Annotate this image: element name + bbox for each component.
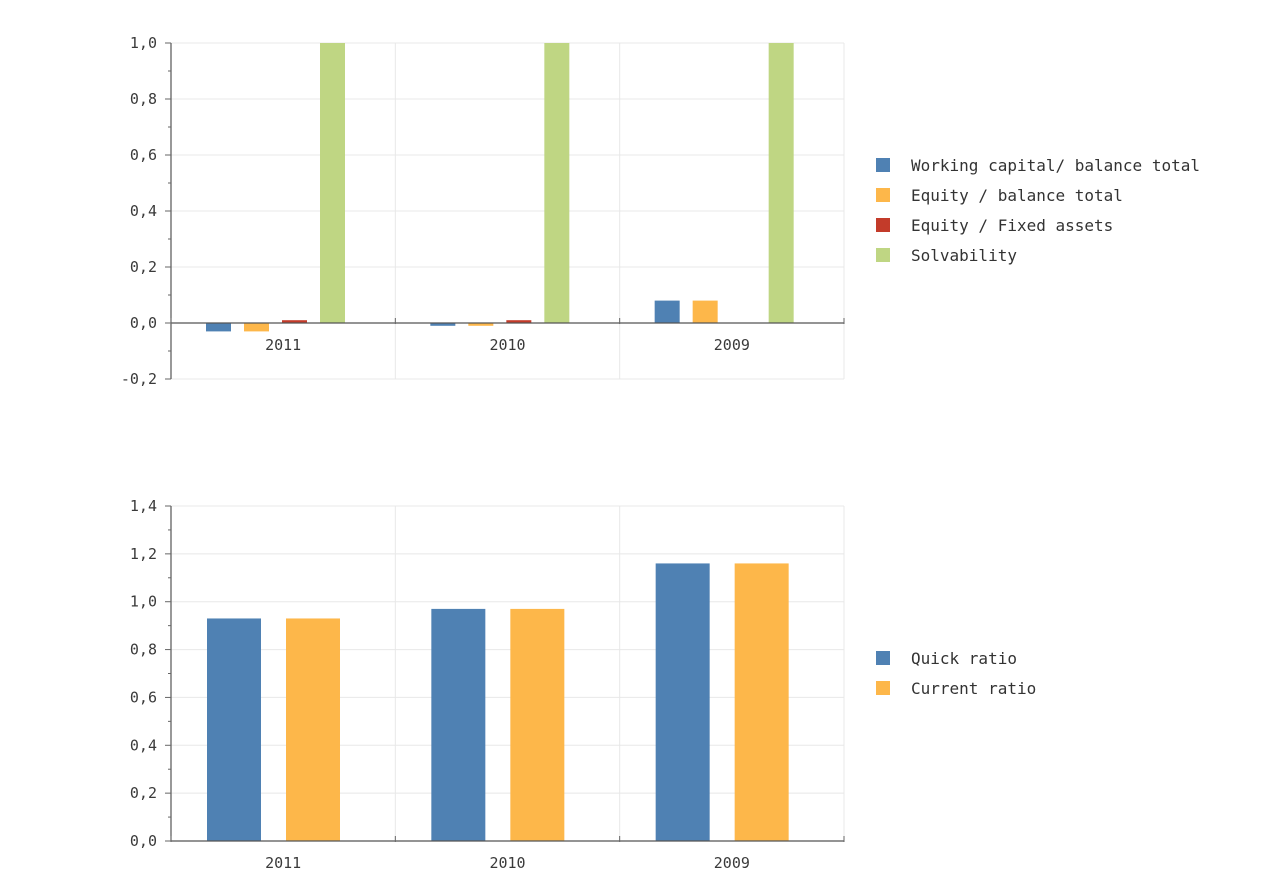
bar-equity-balance-total-2010	[468, 323, 494, 326]
legend-swatch	[876, 651, 890, 665]
legend-label: Equity / Fixed assets	[911, 216, 1113, 235]
bar-equity-balance-total-2009	[692, 300, 718, 323]
legend-label: Working capital/ balance total	[911, 156, 1200, 175]
x-category-label: 2009	[714, 336, 750, 354]
legend-label: Equity / balance total	[911, 186, 1123, 205]
y-tick-label: 0,4	[130, 202, 157, 220]
legend-swatch	[876, 158, 890, 172]
y-tick-label: 0,6	[130, 146, 157, 164]
legend-swatch	[876, 681, 890, 695]
bar-equity-balance-total-2011	[244, 323, 269, 332]
y-tick-label: 0,4	[130, 736, 157, 754]
y-tick-label: 0,8	[130, 90, 157, 108]
bar-quick-ratio-2010	[431, 608, 486, 841]
bar-solvability-2011	[320, 43, 345, 323]
legend-swatch	[876, 188, 890, 202]
y-tick-label: 0,0	[130, 832, 157, 850]
bar-current-ratio-2009	[734, 563, 789, 841]
y-tick-label: 1,0	[130, 34, 157, 52]
bar-equity-fixed-assets-2010	[506, 320, 532, 323]
bar-working-capital-balance-total-2010	[430, 323, 456, 326]
chart-liquidity-bottom: 0,0 0,2 0,4 0,6 0,8 1,0 1,2 1,4 2011 2010 2009 Quic…	[130, 497, 1036, 872]
legend-label: Solvability	[911, 246, 1017, 265]
bar-working-capital-balance-total-2009	[654, 300, 680, 323]
x-category-label: 2011	[265, 336, 301, 354]
y-tick-label: 0,2	[130, 258, 157, 276]
legend-swatch	[876, 248, 890, 262]
bar-solvability-2010	[544, 43, 570, 323]
chart-ratios-top: -0,2 0,0 0,2 0,4 0,6 0,8 1,0 2011 2010 2009 Workin…	[121, 34, 1200, 388]
y-tick-label: 0,8	[130, 641, 157, 659]
y-tick-label: 1,4	[130, 497, 157, 515]
y-tick-label: 1,2	[130, 545, 157, 563]
legend-label: Current ratio	[911, 679, 1036, 698]
x-category-label: 2010	[489, 336, 525, 354]
bar-quick-ratio-2009	[655, 563, 710, 841]
x-category-label: 2010	[489, 854, 525, 872]
legend-label: Quick ratio	[911, 649, 1017, 668]
y-tick-label: 0,2	[130, 784, 157, 802]
legend-swatch	[876, 218, 890, 232]
bar-equity-fixed-assets-2011	[282, 320, 307, 323]
bar-quick-ratio-2011	[207, 618, 261, 841]
y-tick-label: 0,6	[130, 688, 157, 706]
y-tick-label: 1,0	[130, 593, 157, 611]
bar-current-ratio-2010	[510, 608, 565, 841]
bar-working-capital-balance-total-2011	[206, 323, 231, 332]
x-category-label: 2009	[714, 854, 750, 872]
bar-solvability-2009	[768, 43, 794, 323]
y-tick-label: -0,2	[121, 370, 157, 388]
x-category-label: 2011	[265, 854, 301, 872]
y-tick-label: 0,0	[130, 314, 157, 332]
bar-current-ratio-2011	[286, 618, 340, 841]
